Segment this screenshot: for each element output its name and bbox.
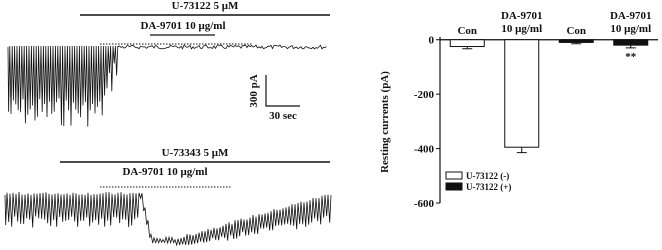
- y-axis-label: Resting currents (pA): [379, 71, 391, 173]
- error-bar: [571, 42, 582, 45]
- trace-top: [7, 44, 327, 127]
- legend-label: U-73122 (+): [466, 182, 511, 192]
- legend-swatch: [445, 182, 463, 191]
- x-tick-label: Con: [566, 25, 586, 37]
- x-tick-label: 10 μg/ml: [501, 23, 542, 35]
- scale-bar: [265, 75, 300, 107]
- x-tick-label: DA-9701: [501, 10, 543, 22]
- drug-label: U-73122 5 μM: [172, 0, 239, 12]
- treatment-label: DA-9701 10 μg/ml: [122, 166, 207, 178]
- bar: [613, 39, 649, 46]
- error-bar: [462, 46, 473, 50]
- legend-swatch: [445, 171, 463, 180]
- traces: [4, 44, 332, 247]
- error-bar: [625, 45, 636, 49]
- y-tick-label: -400: [414, 144, 435, 156]
- significance: **: [625, 51, 637, 63]
- bar: [504, 39, 540, 148]
- x-tick-label: Con: [457, 25, 477, 37]
- scale-time: 30 sec: [269, 110, 297, 122]
- trace-bottom: [4, 192, 332, 247]
- x-tick-label: DA-9701: [610, 10, 652, 22]
- x-tick-label: 10 μg/ml: [610, 23, 651, 35]
- y-tick-label: -200: [414, 89, 435, 101]
- scale-current: 300 pA: [248, 74, 260, 107]
- y-tick-label: 0: [429, 35, 435, 47]
- legend-label: U-73122 (-): [466, 171, 509, 181]
- y-tick-label: -600: [414, 198, 435, 210]
- treatment-label: DA-9701 10 μg/ml: [140, 20, 225, 32]
- error-bar: [516, 147, 527, 154]
- bar: [449, 39, 485, 48]
- bar: [558, 39, 594, 43]
- drug-label: U-73343 5 μM: [162, 147, 229, 159]
